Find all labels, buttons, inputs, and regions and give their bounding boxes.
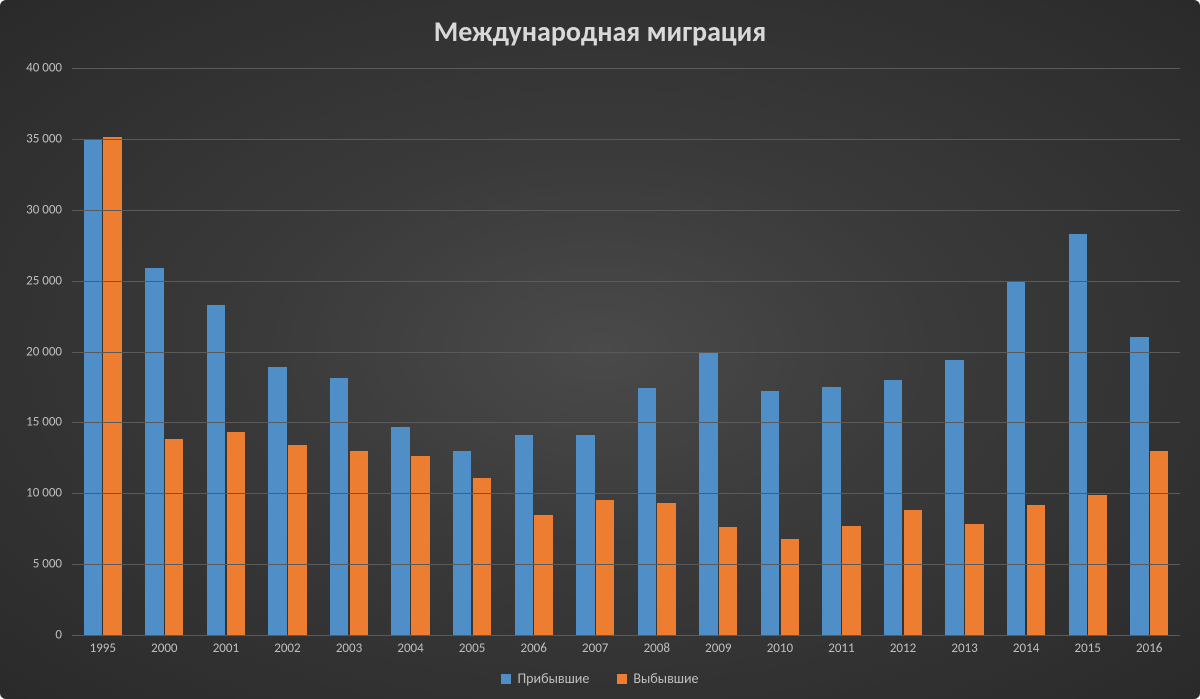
bar [1150, 451, 1168, 635]
bar [288, 445, 306, 635]
grid-line [72, 493, 1180, 494]
bar [965, 524, 983, 635]
bar [781, 539, 799, 635]
x-tick-label: 2004 [397, 641, 423, 656]
grid-line [72, 635, 1180, 636]
x-tick-label: 2016 [1136, 641, 1162, 656]
bar [1069, 234, 1087, 635]
bar [904, 510, 922, 635]
x-tick-label: 2002 [274, 641, 300, 656]
bar [84, 140, 102, 635]
y-tick-label: 30 000 [26, 202, 62, 217]
x-tick-label: 2014 [1013, 641, 1039, 656]
legend-swatch [501, 674, 511, 684]
y-tick-label: 25 000 [26, 273, 62, 288]
bar [576, 435, 594, 635]
x-tick-label: 2008 [644, 641, 670, 656]
y-tick-label: 35 000 [26, 131, 62, 146]
x-tick-label: 2011 [828, 641, 854, 656]
x-tick-label: 2009 [705, 641, 731, 656]
y-tick-label: 10 000 [26, 486, 62, 501]
bar [350, 451, 368, 635]
bar [227, 432, 245, 635]
bar [1007, 281, 1025, 635]
x-tick-label: 2015 [1074, 641, 1100, 656]
x-tick-label: 2005 [459, 641, 485, 656]
bar [719, 527, 737, 635]
y-tick-label: 0 [55, 628, 62, 643]
chart-title: Международная миграция [0, 14, 1200, 49]
chart-container: Международная миграция 05 00010 00015 00… [0, 0, 1200, 699]
plot-area: 05 00010 00015 00020 00025 00030 00035 0… [72, 68, 1180, 635]
grid-line [72, 139, 1180, 140]
y-tick-label: 20 000 [26, 344, 62, 359]
bar [1130, 337, 1148, 635]
x-tick-label: 2003 [336, 641, 362, 656]
bar [884, 380, 902, 635]
bar [453, 451, 471, 635]
x-tick-label: 2013 [951, 641, 977, 656]
x-tick-label: 2001 [213, 641, 239, 656]
x-tick-label: 2007 [582, 641, 608, 656]
bar [515, 435, 533, 635]
bar [165, 439, 183, 635]
x-tick-label: 2010 [767, 641, 793, 656]
legend-swatch [617, 674, 627, 684]
bar [534, 515, 552, 635]
bar [1027, 505, 1045, 635]
grid-line [72, 210, 1180, 211]
bar [207, 305, 225, 635]
legend-item: Прибывшие [501, 670, 589, 687]
bar [473, 478, 491, 635]
bar [411, 456, 429, 635]
bar [103, 137, 121, 635]
legend: Прибывшие Выбывшие [0, 670, 1200, 687]
bar [145, 268, 163, 635]
grid-line [72, 352, 1180, 353]
y-tick-label: 15 000 [26, 415, 62, 430]
legend-label: Выбывшие [633, 670, 698, 687]
grid-line [72, 422, 1180, 423]
bar [761, 391, 779, 635]
bar [638, 388, 656, 635]
y-tick-label: 40 000 [26, 61, 62, 76]
y-tick-label: 5 000 [33, 557, 62, 572]
x-tick-label: 1995 [90, 641, 116, 656]
grid-line [72, 68, 1180, 69]
legend-label: Прибывшие [517, 670, 589, 687]
bar [268, 367, 286, 635]
bar [842, 526, 860, 635]
bar [822, 387, 840, 635]
legend-item: Выбывшие [617, 670, 698, 687]
bar [596, 500, 614, 635]
bar [657, 503, 675, 635]
x-tick-label: 2012 [890, 641, 916, 656]
grid-line [72, 564, 1180, 565]
x-tick-label: 2006 [520, 641, 546, 656]
x-tick-label: 2000 [151, 641, 177, 656]
bar [330, 378, 348, 635]
bar [391, 427, 409, 635]
grid-line [72, 281, 1180, 282]
bar [945, 360, 963, 635]
